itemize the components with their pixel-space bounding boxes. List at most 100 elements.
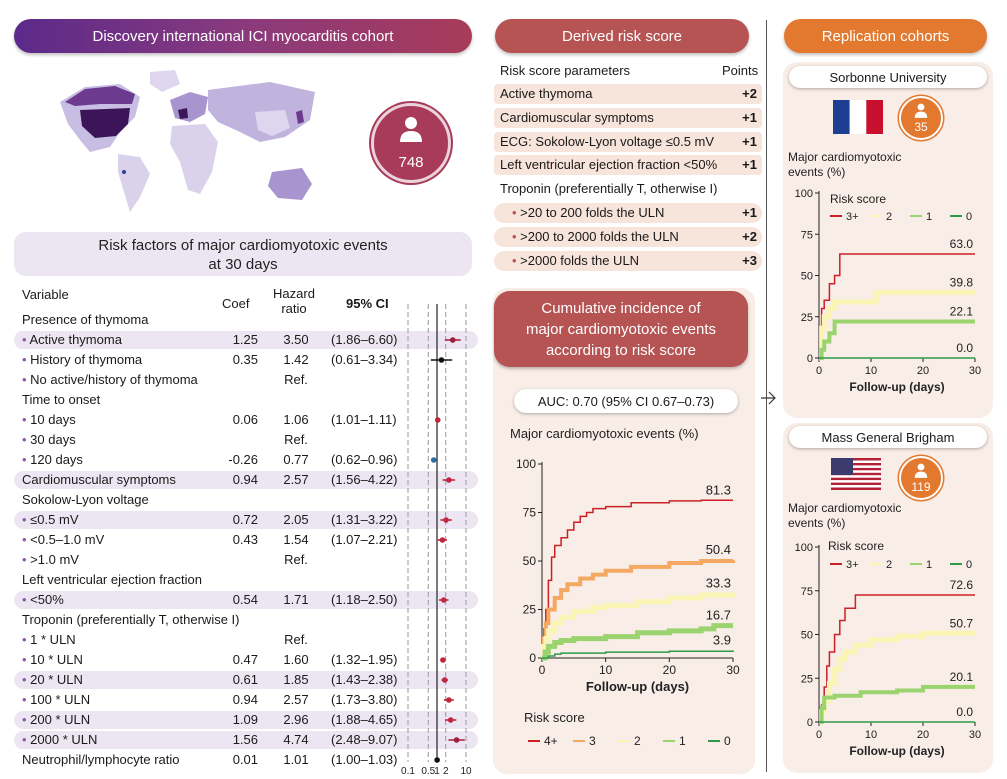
- series-end-label: 50.7: [950, 616, 974, 630]
- row-label-text: 1 * ULN: [30, 632, 76, 647]
- x-tick-label: 10: [599, 663, 613, 677]
- table-row-label: • No active/history of thymoma: [22, 372, 198, 388]
- derived-title: Derived risk score: [561, 27, 683, 45]
- series-line-1: [819, 684, 975, 724]
- table-row-shade: [14, 471, 478, 489]
- legend-label: 1: [926, 211, 932, 223]
- table-row-hr: 2.57: [283, 692, 309, 707]
- table-row-ci: (1.43–2.38): [331, 672, 398, 687]
- table-row-label: • >1.0 mV: [22, 552, 79, 568]
- table-row-ci: (1.01–1.11): [331, 412, 397, 427]
- params-header: Risk score parameters: [500, 63, 631, 78]
- y-tick-label: 100: [516, 457, 536, 471]
- row-label-text: <50%: [30, 592, 64, 607]
- table-row-ci: (1.18–2.50): [331, 592, 398, 607]
- table-row-label: • 10 * ULN: [22, 652, 83, 668]
- legend-label: 2: [634, 734, 641, 748]
- param-points: +3: [742, 252, 757, 268]
- table-row-coef: 0.61: [232, 672, 258, 687]
- x-axis-label: Follow-up (days): [849, 744, 944, 758]
- legend-label: 3: [589, 734, 596, 748]
- row-label-text: 20 * ULN: [30, 672, 83, 687]
- x-tick-label: 0: [816, 365, 822, 377]
- y-tick-label: 75: [801, 586, 813, 598]
- bullet-icon: •: [22, 432, 31, 447]
- param-row-shade: [494, 155, 762, 176]
- x-tick-label: 0: [816, 729, 822, 741]
- forest-point: [449, 337, 456, 343]
- param-row-shade: [494, 107, 762, 128]
- table-row-coef: 0.54: [232, 592, 258, 607]
- legend-label: 0: [966, 211, 972, 223]
- auc-value: AUC: 0.70 (95% CI 0.67–0.73): [537, 393, 715, 409]
- forest-tick-label: 0.5: [421, 766, 435, 777]
- table-row-label: Troponin (preferentially T, otherwise I): [22, 612, 239, 628]
- table-row-label: Sokolow-Lyon voltage: [22, 492, 149, 508]
- bullet-icon: •: [22, 352, 31, 367]
- param-points: +2: [742, 86, 757, 101]
- table-row-label: Cardiomuscular symptoms: [22, 472, 176, 488]
- france-flag-icon: [833, 100, 883, 134]
- replication-header: Replication cohorts: [784, 19, 987, 53]
- header-variable: Variable: [22, 287, 69, 302]
- header-hazard-ratio: Hazard ratio: [273, 286, 315, 316]
- legend-label: 2: [886, 559, 892, 571]
- y-tick-label: 100: [795, 188, 813, 200]
- table-row-label: • 200 * ULN: [22, 712, 90, 728]
- row-label-text: History of thymoma: [30, 352, 143, 367]
- table-row-coef: 0.72: [232, 512, 258, 527]
- series-end-label: 0.0: [956, 341, 973, 355]
- table-row-coef: 0.06: [232, 412, 258, 427]
- y-axis-label: events (%): [788, 516, 845, 530]
- y-tick-label: 0: [807, 353, 813, 365]
- y-axis-label: Major cardiomyotoxic: [788, 150, 901, 164]
- param-points: +1: [742, 133, 757, 149]
- forest-point: [438, 357, 445, 363]
- y-axis-label: Major cardiomyotoxic: [788, 501, 901, 515]
- table-row-coef: 1.56: [232, 732, 258, 747]
- y-tick-label: 25: [523, 603, 537, 617]
- forest-point: [443, 517, 449, 523]
- param-points: +1: [742, 109, 757, 125]
- forest-point: [447, 717, 454, 723]
- param-label: Cardiomuscular symptoms: [500, 110, 654, 126]
- forest-point: [446, 477, 452, 483]
- series-line-1: [819, 319, 975, 360]
- forest-point: [441, 677, 448, 683]
- series-line-3: [541, 559, 735, 660]
- table-row-label: Time to onset: [22, 392, 100, 408]
- param-row-shade: [494, 84, 762, 104]
- table-row-shade: [14, 711, 478, 729]
- table-row-coef: 0.35: [232, 352, 258, 367]
- series-end-label: 50.4: [706, 542, 731, 557]
- param-label: Left ventricular ejection fraction <50%: [500, 157, 717, 173]
- legend-label: 1: [926, 559, 932, 571]
- bullet-icon: •: [22, 652, 31, 667]
- forest-point: [434, 757, 440, 763]
- y-tick-label: 75: [801, 229, 813, 241]
- person-icon: [400, 117, 422, 142]
- row-label-text: 10 days: [30, 412, 76, 427]
- table-row-hr: 2.96: [283, 712, 309, 727]
- row-label-text: 30 days: [30, 432, 76, 447]
- table-row-label: • <0.5–1.0 mV: [22, 532, 104, 548]
- table-row-hr: 1.85: [283, 672, 309, 687]
- mgb-patients: 119: [911, 480, 931, 494]
- series-end-label: 3.9: [713, 632, 731, 647]
- bullet-icon: •: [22, 592, 31, 607]
- cumulative-title: Cumulative incidence of major cardiomyot…: [525, 299, 717, 359]
- row-label-text: 2000 * ULN: [30, 732, 98, 747]
- x-tick-label: 10: [865, 729, 877, 741]
- table-row-label: • 120 days: [22, 452, 83, 468]
- table-row-hr: 1.01: [283, 752, 309, 767]
- table-row-hr: 2.57: [283, 472, 309, 487]
- series-line-1: [542, 623, 733, 661]
- bullet-icon: •: [22, 672, 31, 687]
- table-row-label: • <50%: [22, 592, 64, 608]
- mgb-patients-bubble: 119: [899, 456, 943, 500]
- forest-tick-label: 2: [443, 766, 449, 777]
- forest-point: [434, 417, 441, 423]
- y-tick-label: 75: [523, 506, 537, 520]
- table-row-label: • History of thymoma: [22, 352, 142, 368]
- table-row-hr: 0.77: [283, 452, 309, 467]
